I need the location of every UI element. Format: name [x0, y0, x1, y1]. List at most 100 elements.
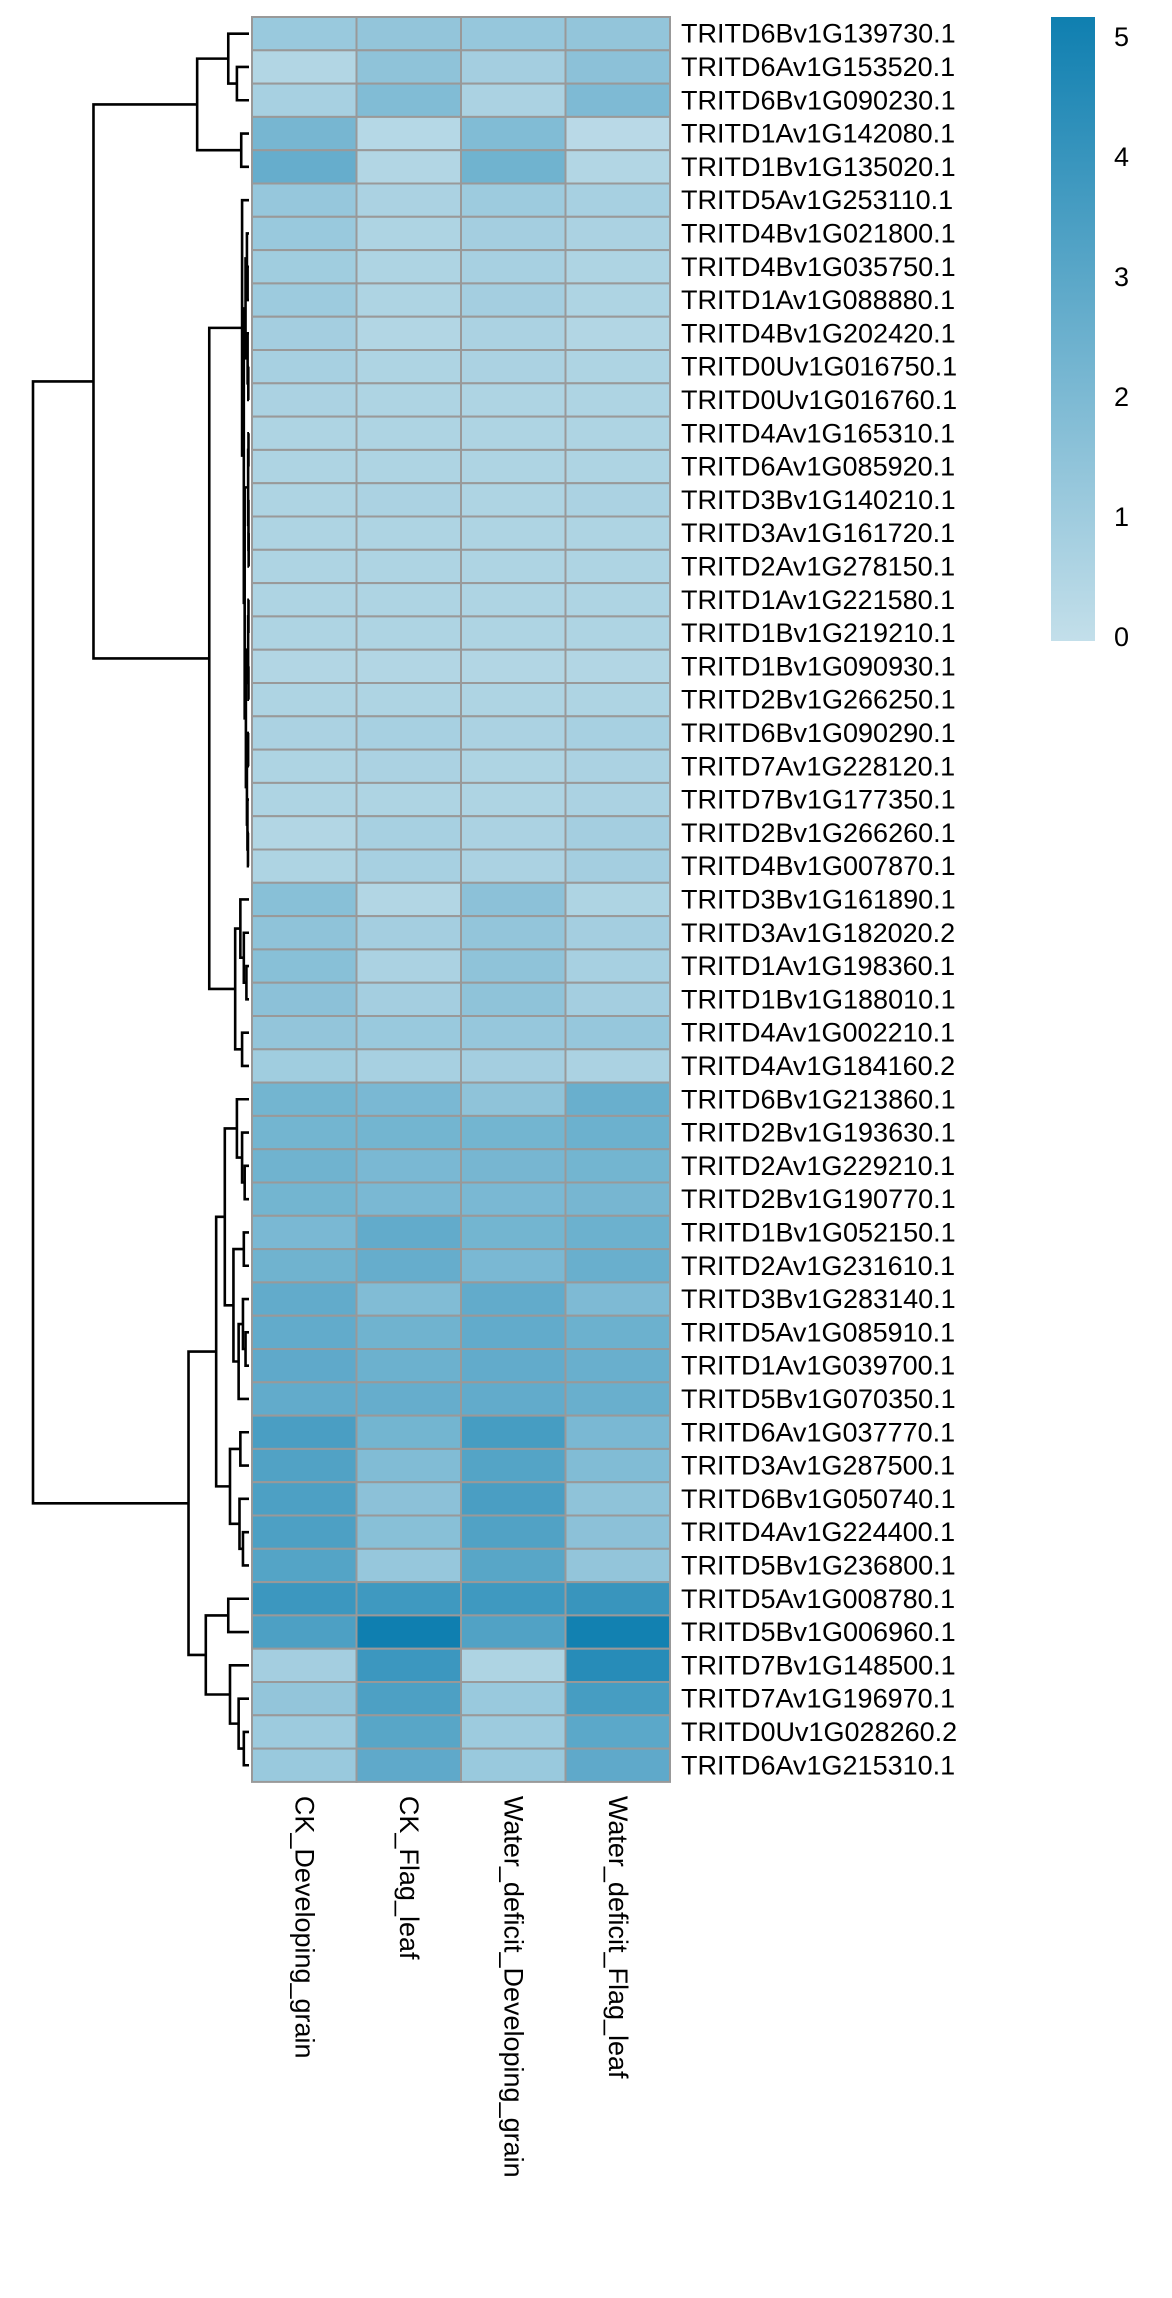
row-label: TRITD6Bv1G090230.1 — [681, 85, 956, 115]
heatmap-cell — [564, 249, 671, 285]
heatmap-cell — [460, 1015, 567, 1051]
heatmap-cell — [564, 49, 671, 85]
row-label: TRITD0Uv1G028260.2 — [681, 1717, 957, 1747]
heatmap-cell — [460, 1214, 567, 1251]
heatmap-cell — [355, 448, 462, 485]
heatmap-cell — [355, 349, 462, 385]
heatmap-cell — [355, 515, 462, 551]
heatmap-cell — [460, 682, 567, 718]
heatmap-cell — [251, 781, 358, 818]
dendrogram-branch — [242, 1730, 249, 1767]
heatmap-cell — [355, 215, 462, 252]
color-legend: 0 1 2 3 4 5 — [1051, 17, 1129, 652]
dendrogram-branch — [195, 57, 242, 152]
heatmap-cell — [251, 1081, 358, 1117]
dendrogram-branch — [240, 1031, 249, 1068]
row-label: TRITD6Av1G153520.1 — [681, 52, 955, 82]
heatmap-cell — [460, 1181, 567, 1217]
heatmap-cell — [564, 915, 671, 951]
heatmap-cell — [251, 482, 358, 518]
row-label: TRITD1Av1G198360.1 — [681, 951, 955, 981]
heatmap-cell — [355, 1114, 462, 1151]
row-label: TRITD3Av1G287500.1 — [681, 1451, 955, 1481]
heatmap-cell — [355, 1447, 462, 1484]
row-label: TRITD2Bv1G266260.1 — [681, 818, 956, 848]
heatmap-cell — [564, 1714, 671, 1750]
heatmap-cell — [251, 16, 358, 52]
row-label: TRITD1Bv1G188010.1 — [681, 984, 956, 1014]
row-label: TRITD6Bv1G090290.1 — [681, 718, 956, 748]
heatmap-cell — [564, 948, 671, 984]
heatmap-cell — [564, 1481, 671, 1517]
dendrogram-branch — [246, 332, 249, 385]
heatmap-cell — [355, 82, 462, 118]
heatmap-cell — [251, 715, 358, 751]
heatmap-cell — [251, 448, 358, 485]
heatmap-cell — [564, 615, 671, 651]
row-label: TRITD3Av1G182020.2 — [681, 918, 955, 948]
heatmap-cell — [564, 1114, 671, 1151]
heatmap-cell — [355, 282, 462, 318]
heatmap-cell — [251, 382, 358, 418]
dendrogram-branch — [214, 1215, 230, 1488]
row-label: TRITD7Av1G196970.1 — [681, 1684, 955, 1714]
row-label: TRITD7Av1G228120.1 — [681, 751, 955, 781]
heatmap-cell — [460, 1681, 567, 1717]
heatmap-cell — [564, 182, 671, 218]
heatmap-cell — [251, 49, 358, 85]
row-label: TRITD2Av1G231610.1 — [681, 1251, 955, 1281]
heatmap-cell — [355, 115, 462, 152]
heatmap-cell — [355, 548, 462, 585]
heatmap-cell — [355, 582, 462, 618]
heatmap-cell — [355, 1248, 462, 1284]
heatmap-cell — [460, 615, 567, 651]
heatmap-cell — [564, 582, 671, 618]
heatmap-cell — [564, 415, 671, 451]
heatmap-cell — [460, 249, 567, 285]
heatmap-cell — [564, 1447, 671, 1484]
dendrogram-branch — [226, 32, 249, 85]
heatmap-cell — [355, 1481, 462, 1517]
row-label: TRITD7Bv1G148500.1 — [681, 1650, 956, 1680]
heatmap-cell — [460, 49, 567, 85]
legend-tick-label: 3 — [1114, 262, 1129, 292]
heatmap-cell — [355, 915, 462, 951]
heatmap-cell — [251, 1647, 358, 1683]
heatmap-cell — [564, 482, 671, 518]
legend-tick-label: 2 — [1114, 382, 1129, 412]
heatmap-cell — [460, 515, 567, 551]
heatmap-cell — [564, 981, 671, 1018]
row-label: TRITD1Bv1G135020.1 — [681, 152, 956, 182]
heatmap-cell — [564, 82, 671, 118]
row-label: TRITD6Av1G085920.1 — [681, 452, 955, 482]
dendrogram-branch — [241, 1530, 249, 1567]
heatmap-cell — [460, 1048, 567, 1084]
row-label: TRITD4Av1G165310.1 — [681, 418, 955, 448]
row-label: TRITD5Bv1G070350.1 — [681, 1384, 956, 1414]
row-label: TRITD1Av1G039700.1 — [681, 1351, 955, 1381]
heatmap-cell — [355, 615, 462, 651]
heatmap-cell — [251, 1614, 358, 1650]
heatmap-cell — [460, 1714, 567, 1750]
heatmap-cell — [460, 1148, 567, 1184]
heatmap-cell — [355, 1647, 462, 1683]
heatmap-cell — [564, 1414, 671, 1450]
heatmap-cell — [251, 1015, 358, 1051]
dendrogram-branch — [244, 1331, 249, 1367]
heatmap-cell — [251, 648, 358, 685]
heatmap-cell — [564, 881, 671, 918]
heatmap-cell — [355, 415, 462, 451]
row-label: TRITD2Av1G278150.1 — [681, 551, 955, 581]
heatmap-cell — [460, 1447, 567, 1484]
row-label: TRITD5Av1G085910.1 — [681, 1317, 955, 1347]
row-label: TRITD4Av1G002210.1 — [681, 1018, 955, 1048]
heatmap-cell — [564, 315, 671, 352]
heatmap-cell — [355, 149, 462, 185]
heatmap-cell — [251, 682, 358, 718]
heatmap-cell — [460, 1348, 567, 1384]
heatmap-cell — [251, 1281, 358, 1317]
heatmap-cell — [564, 1148, 671, 1184]
row-label: TRITD1Bv1G090930.1 — [681, 651, 956, 681]
heatmap-cell — [251, 82, 358, 118]
row-label: TRITD4Av1G184160.2 — [681, 1051, 955, 1081]
